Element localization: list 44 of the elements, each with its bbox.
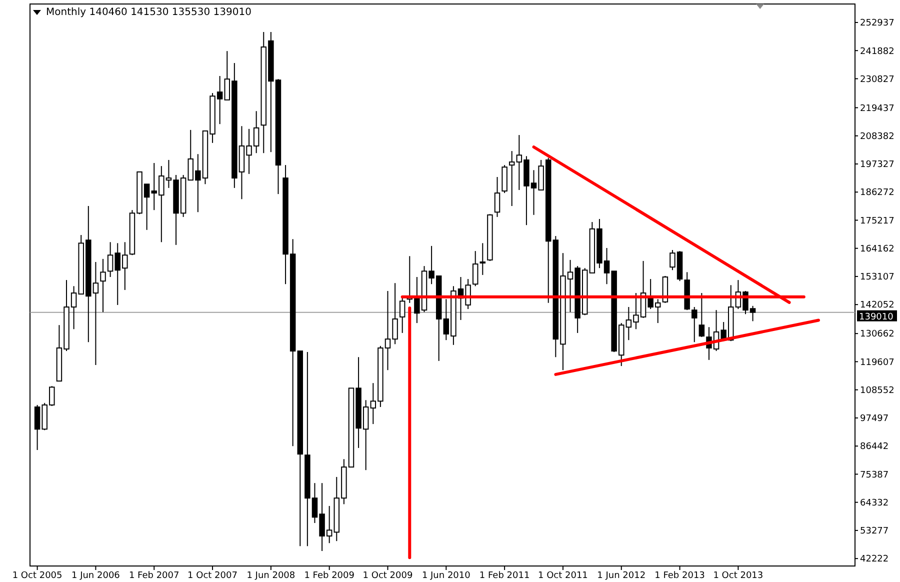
x-tick-label: 1 Jun 2006 xyxy=(71,571,120,581)
x-tick-label: 1 Jun 2008 xyxy=(246,571,296,581)
y-tick-label: 53277 xyxy=(860,526,889,537)
ref-line-label: 139010 xyxy=(859,312,894,322)
x-tick-label: 1 Oct 2005 xyxy=(12,571,62,581)
x-tick-label: 1 Jun 2012 xyxy=(597,571,646,581)
y-tick-label: 42222 xyxy=(860,554,889,565)
x-tick-label: 1 Feb 2009 xyxy=(304,571,355,581)
y-tick-label: 230827 xyxy=(860,74,894,85)
y-tick-label: 208382 xyxy=(860,132,894,142)
candlestick xyxy=(494,176,500,218)
y-tick-label: 252937 xyxy=(860,18,894,29)
x-tick-label: 1 Oct 2007 xyxy=(188,571,238,581)
y-tick-label: 86442 xyxy=(860,442,889,452)
y-tick-label: 108552 xyxy=(860,386,894,396)
y-tick-label: 75387 xyxy=(860,470,889,480)
candlestick xyxy=(502,164,508,194)
y-tick-label: 97497 xyxy=(860,414,889,424)
y-tick-label: 130662 xyxy=(860,330,894,340)
chart-title: Monthly 140460 141530 135530 139010 xyxy=(46,7,252,18)
x-tick-label: 1 Feb 2011 xyxy=(479,571,530,581)
y-tick-label: 175217 xyxy=(860,216,894,226)
candlestick xyxy=(399,296,406,334)
y-tick-label: 241882 xyxy=(860,46,894,57)
y-tick-label: 119607 xyxy=(860,358,894,368)
y-tick-label: 153107 xyxy=(860,272,894,283)
y-tick-label: 197327 xyxy=(860,160,894,170)
y-tick-label: 64332 xyxy=(860,498,889,508)
candlestick xyxy=(698,292,705,338)
x-tick-label: 1 Oct 2011 xyxy=(538,571,588,581)
y-tick-label: 186272 xyxy=(860,188,894,198)
candlestick xyxy=(100,258,106,313)
candlestick xyxy=(480,242,486,276)
candlestick xyxy=(508,150,515,207)
x-tick-label: 1 Feb 2007 xyxy=(128,571,180,581)
x-tick-label: 1 Jun 2010 xyxy=(422,571,471,581)
y-tick-label: 164162 xyxy=(860,244,894,254)
y-tick-label: 142052 xyxy=(860,300,894,311)
candlestick xyxy=(692,306,698,343)
candlestick xyxy=(472,250,478,287)
x-tick-label: 1 Oct 2013 xyxy=(713,571,764,581)
x-tick-label: 1 Feb 2013 xyxy=(654,571,705,581)
x-tick-label: 1 Oct 2009 xyxy=(362,571,413,581)
y-tick-label: 219437 xyxy=(860,104,894,114)
